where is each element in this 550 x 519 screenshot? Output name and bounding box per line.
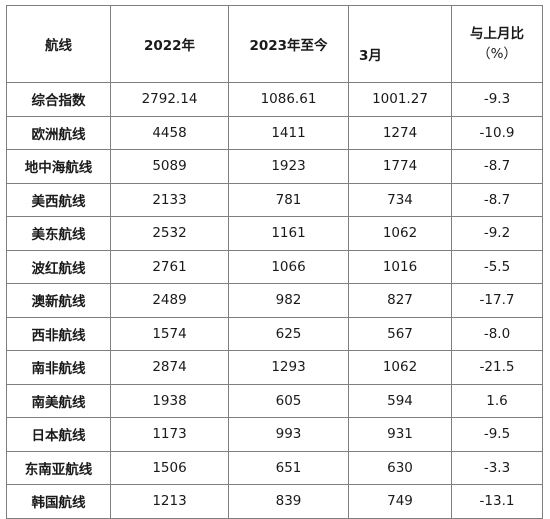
- table-row: 日本航线 1173 993 931 -9.5: [6, 417, 543, 452]
- value-2022-cell: 5089: [110, 149, 229, 184]
- route-cell: 美东航线: [6, 216, 111, 251]
- route-cell: 欧洲航线: [6, 115, 111, 150]
- header-change-label: 与上月比: [470, 26, 524, 42]
- header-route: 航线: [6, 5, 111, 83]
- value-2022-cell: 1938: [110, 383, 229, 418]
- header-2022: 2022年: [110, 5, 229, 83]
- route-cell: 地中海航线: [6, 149, 111, 184]
- table-row: 美东航线 2532 1161 1062 -9.2: [6, 216, 543, 251]
- header-change-unit: （%）: [477, 46, 517, 62]
- value-month-cell: 1001.27: [348, 82, 452, 117]
- route-cell: 南非航线: [6, 350, 111, 385]
- table-row: 东南亚航线 1506 651 630 -3.3: [6, 450, 543, 485]
- value-month-cell: 1274: [348, 115, 452, 150]
- value-2023-cell: 993: [228, 417, 349, 452]
- route-cell: 澳新航线: [6, 283, 111, 318]
- change-cell: -8.7: [451, 149, 543, 184]
- value-month-cell: 1062: [348, 216, 452, 251]
- value-2023-cell: 1293: [228, 350, 349, 385]
- value-month-cell: 734: [348, 182, 452, 217]
- value-2023-cell: 1161: [228, 216, 349, 251]
- change-cell: 1.6: [451, 383, 543, 418]
- table-row: 南非航线 2874 1293 1062 -21.5: [6, 350, 543, 385]
- table-row: 地中海航线 5089 1923 1774 -8.7: [6, 149, 543, 184]
- value-month-cell: 567: [348, 316, 452, 351]
- table-row: 欧洲航线 4458 1411 1274 -10.9: [6, 115, 543, 150]
- value-2023-cell: 1066: [228, 249, 349, 284]
- value-2023-cell: 651: [228, 450, 349, 485]
- table-row: 综合指数 2792.14 1086.61 1001.27 -9.3: [6, 82, 543, 117]
- value-month-cell: 931: [348, 417, 452, 452]
- change-cell: -5.5: [451, 249, 543, 284]
- header-row: 航线 2022年 2023年至今 3月 与上月比 （%）: [6, 5, 543, 83]
- table-row: 南美航线 1938 605 594 1.6: [6, 383, 543, 418]
- value-month-cell: 749: [348, 484, 452, 519]
- value-month-cell: 1774: [348, 149, 452, 184]
- value-2022-cell: 2532: [110, 216, 229, 251]
- table-row: 澳新航线 2489 982 827 -17.7: [6, 283, 543, 318]
- value-2023-cell: 1923: [228, 149, 349, 184]
- change-cell: -9.3: [451, 82, 543, 117]
- route-cell: 美西航线: [6, 182, 111, 217]
- route-cell: 波红航线: [6, 249, 111, 284]
- value-2022-cell: 1506: [110, 450, 229, 485]
- value-2022-cell: 1173: [110, 417, 229, 452]
- header-change: 与上月比 （%）: [451, 5, 543, 83]
- value-2022-cell: 2489: [110, 283, 229, 318]
- value-month-cell: 827: [348, 283, 452, 318]
- freight-index-table: 航线 2022年 2023年至今 3月 与上月比 （%） 综合指数 2792.1…: [6, 5, 543, 519]
- value-2022-cell: 2874: [110, 350, 229, 385]
- route-cell: 东南亚航线: [6, 450, 111, 485]
- value-month-cell: 1062: [348, 350, 452, 385]
- change-cell: -13.1: [451, 484, 543, 519]
- value-2023-cell: 1411: [228, 115, 349, 150]
- route-cell: 韩国航线: [6, 484, 111, 519]
- value-2023-cell: 781: [228, 182, 349, 217]
- value-2023-cell: 625: [228, 316, 349, 351]
- table-row: 波红航线 2761 1066 1016 -5.5: [6, 249, 543, 284]
- change-cell: -3.3: [451, 450, 543, 485]
- value-month-cell: 594: [348, 383, 452, 418]
- table-container: 航线 2022年 2023年至今 3月 与上月比 （%） 综合指数 2792.1…: [6, 5, 543, 519]
- route-cell: 南美航线: [6, 383, 111, 418]
- change-cell: -10.9: [451, 115, 543, 150]
- value-2023-cell: 605: [228, 383, 349, 418]
- table-row: 韩国航线 1213 839 749 -13.1: [6, 484, 543, 519]
- change-cell: -17.7: [451, 283, 543, 318]
- route-cell: 日本航线: [6, 417, 111, 452]
- value-2022-cell: 2761: [110, 249, 229, 284]
- change-cell: -9.2: [451, 216, 543, 251]
- value-2023-cell: 1086.61: [228, 82, 349, 117]
- value-2022-cell: 1574: [110, 316, 229, 351]
- value-2023-cell: 982: [228, 283, 349, 318]
- value-2022-cell: 2133: [110, 182, 229, 217]
- header-month: 3月: [348, 5, 452, 83]
- change-cell: -21.5: [451, 350, 543, 385]
- value-2023-cell: 839: [228, 484, 349, 519]
- value-2022-cell: 1213: [110, 484, 229, 519]
- route-cell: 西非航线: [6, 316, 111, 351]
- change-cell: -8.0: [451, 316, 543, 351]
- value-month-cell: 630: [348, 450, 452, 485]
- header-2023: 2023年至今: [228, 5, 349, 83]
- route-cell: 综合指数: [6, 82, 111, 117]
- value-month-cell: 1016: [348, 249, 452, 284]
- value-2022-cell: 4458: [110, 115, 229, 150]
- change-cell: -8.7: [451, 182, 543, 217]
- table-row: 西非航线 1574 625 567 -8.0: [6, 316, 543, 351]
- table-body: 综合指数 2792.14 1086.61 1001.27 -9.3 欧洲航线 4…: [6, 82, 543, 519]
- table-row: 美西航线 2133 781 734 -8.7: [6, 182, 543, 217]
- value-2022-cell: 2792.14: [110, 82, 229, 117]
- change-cell: -9.5: [451, 417, 543, 452]
